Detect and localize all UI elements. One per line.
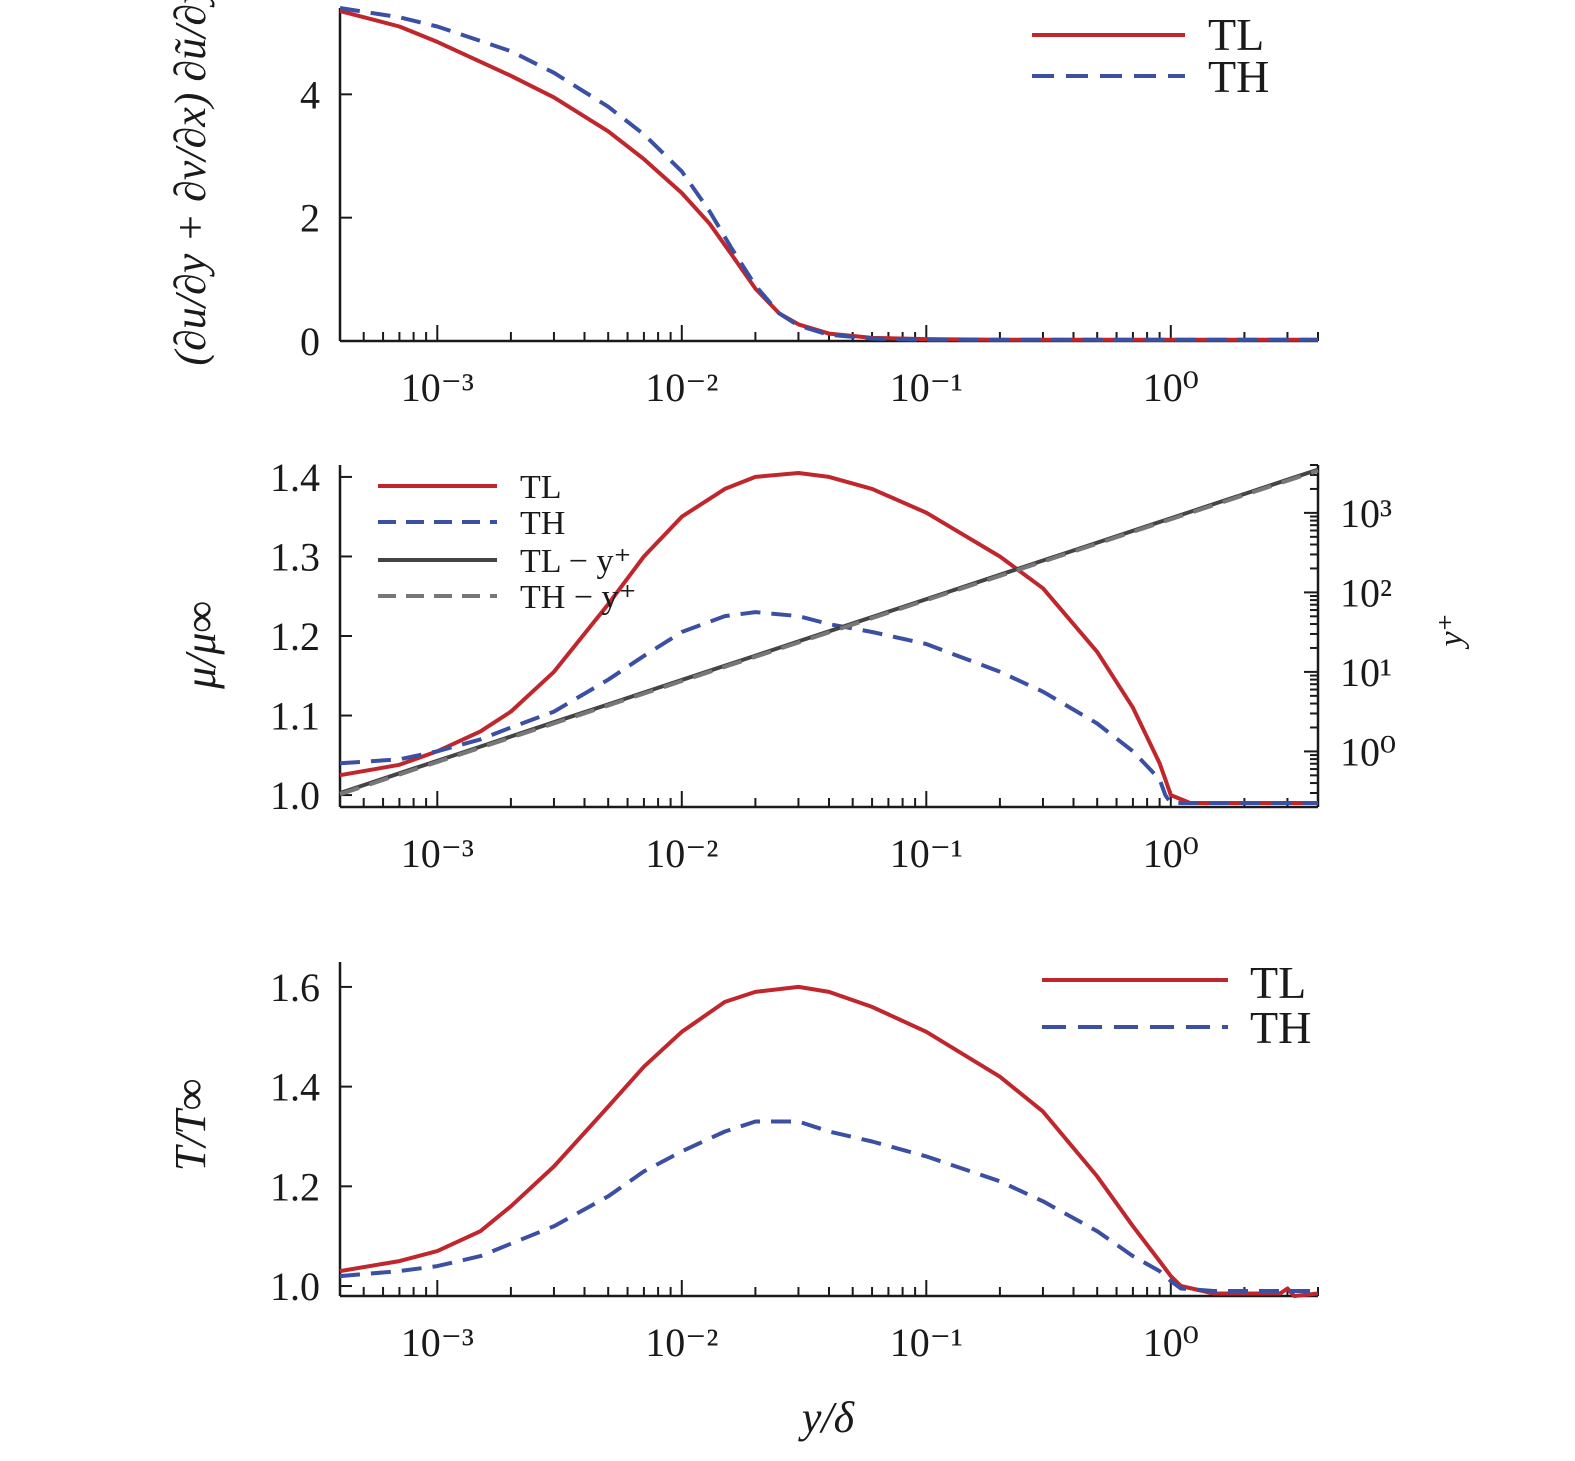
panel-2-ylabel: T/T∞: [166, 1079, 215, 1172]
panel-2-legend-label-1: TH: [1250, 1002, 1311, 1053]
panel-2-y-tick-label: 1.6: [270, 965, 320, 1010]
panel-2-y-ticks: 1.0 1.2 1.4 1.6: [270, 965, 352, 1309]
panel-2-x-tick-label: 10⁻¹: [890, 1320, 963, 1365]
panel-0-y-tick-label: 2: [300, 196, 320, 241]
panel-1-y-tick-label: 1.4: [270, 455, 320, 500]
panel-1-legend: TL TH TL − y⁺ TH − y⁺: [378, 469, 636, 616]
panel-0-axis-frame: [338, 8, 1318, 343]
panel-1-x-tick-label: 10⁰: [1143, 831, 1199, 876]
panel-1-y-tick-label: 1.1: [270, 694, 320, 739]
panel-1-y2label-text: y⁺: [1433, 613, 1470, 649]
panel-0-series-0-line: [339, 9, 1318, 342]
panel-1-series-0-line: [339, 471, 1318, 805]
panel-2-y-tick-label: 1.4: [270, 1065, 320, 1110]
panel-viscosity: 10⁻³ 10⁻² 10⁻¹ 10⁰ 1.01.11.21.31.4 10⁰10¹10…: [176, 455, 1470, 876]
panel-1-y-tick-label: 1.2: [270, 614, 320, 659]
panel-0-legend-label-0: TL: [1208, 9, 1264, 60]
panel-1-legend-label-2: TL − y⁺: [520, 543, 631, 580]
panel-1-x-tick-label: 10⁻³: [401, 831, 474, 876]
panel-2-y-tick-label: 1.2: [270, 1164, 320, 1209]
panel-2-series-0-line: [339, 984, 1319, 1298]
panel-1-y-ticks: 1.0 1.1 1.2 1.3 1.4: [270, 455, 352, 818]
panel-1-y2-tick-label: 10¹: [1340, 650, 1392, 695]
panel-1-y2label: y⁺: [1433, 613, 1470, 649]
panel-0-y-tick-label: 4: [300, 72, 320, 117]
panel-temperature: 10⁻³ 10⁻² 10⁻¹ 10⁰ 1.01.21.41.6 TL TH T/T∞ …: [166, 957, 1319, 1442]
panel-2-legend-label-0: TL: [1250, 957, 1306, 1008]
panel-1-legend-label-0: TL: [520, 469, 562, 506]
panel-0-series-1-line: [339, 6, 1318, 342]
panel-1-x-tick-label: 10⁻¹: [890, 831, 963, 876]
panel-0-ylabel-text: (∂u/∂y + ∂v/∂x) ∂ũ/∂y: [166, 0, 215, 366]
panel-0-legend: TL TH: [1032, 9, 1269, 102]
panel-2-xlabel: y/δ: [798, 1393, 856, 1442]
panel-shear-production: 10⁻³ 10⁻² 10⁻¹ 10⁰ 0 2 4 TL TH (∂u/∂y + ∂v/∂x…: [166, 0, 1319, 410]
panel-1-y2-tick-label: 10³: [1340, 491, 1392, 536]
panel-2-x-tick-label: 10⁻³: [401, 1320, 474, 1365]
panel-1-y-tick-label: 1.3: [270, 534, 320, 579]
panel-2-y-tick-label: 1.0: [270, 1264, 320, 1309]
panel-1-series-3-line: [339, 468, 1319, 797]
panel-2-x-ticks: 10⁻³ 10⁻² 10⁻¹ 10⁰: [339, 1280, 1319, 1365]
panel-0-x-ticks: 10⁻³ 10⁻² 10⁻¹ 10⁰: [339, 325, 1319, 410]
panel-1-ylabel: μ/μ∞: [176, 601, 225, 690]
panel-1-ylabel-text: μ/μ∞: [176, 601, 225, 690]
panel-0-legend-label-1: TH: [1208, 51, 1269, 102]
panel-2-x-tick-label: 10⁻²: [645, 1320, 718, 1365]
panel-1-legend-label-1: TH: [520, 505, 565, 542]
panel-1-x-tick-label: 10⁻²: [645, 831, 718, 876]
panel-2-ylabel-text: T/T∞: [166, 1079, 215, 1172]
panel-0-ylabel: (∂u/∂y + ∂v/∂x) ∂ũ/∂y: [166, 0, 215, 366]
panel-1-y2-tick-label: 10⁰: [1340, 729, 1396, 774]
panel-0-y-ticks: 0 2 4: [300, 72, 352, 364]
panel-1-y2-ticks: 10⁰ 10¹ 10² 10³: [1304, 464, 1396, 808]
panel-2-x-tick-label: 10⁰: [1143, 1320, 1199, 1365]
panel-1-series: [339, 467, 1319, 805]
panel-2-series-1-line: [339, 1119, 1318, 1293]
panel-1-legend-label-3: TH − y⁺: [520, 579, 636, 616]
panel-2-legend: TL TH: [1042, 957, 1311, 1053]
panel-2-series: [339, 984, 1319, 1298]
panel-1-series-1-line: [339, 610, 1318, 805]
panel-0-y-tick-label: 0: [300, 319, 320, 364]
panel-1-x-ticks: 10⁻³ 10⁻² 10⁻¹ 10⁰: [339, 791, 1319, 876]
panel-0-x-tick-label: 10⁻²: [645, 365, 718, 410]
panel-0-x-tick-label: 10⁰: [1143, 365, 1199, 410]
panel-1-y-tick-label: 1.0: [270, 773, 320, 818]
panel-0-x-tick-label: 10⁻¹: [890, 365, 963, 410]
panel-1-y2-tick-label: 10²: [1340, 570, 1392, 615]
panel-0-series: [339, 6, 1318, 342]
panel-2-axis-frame: [338, 962, 1318, 1298]
panel-0-x-tick-label: 10⁻³: [401, 365, 474, 410]
